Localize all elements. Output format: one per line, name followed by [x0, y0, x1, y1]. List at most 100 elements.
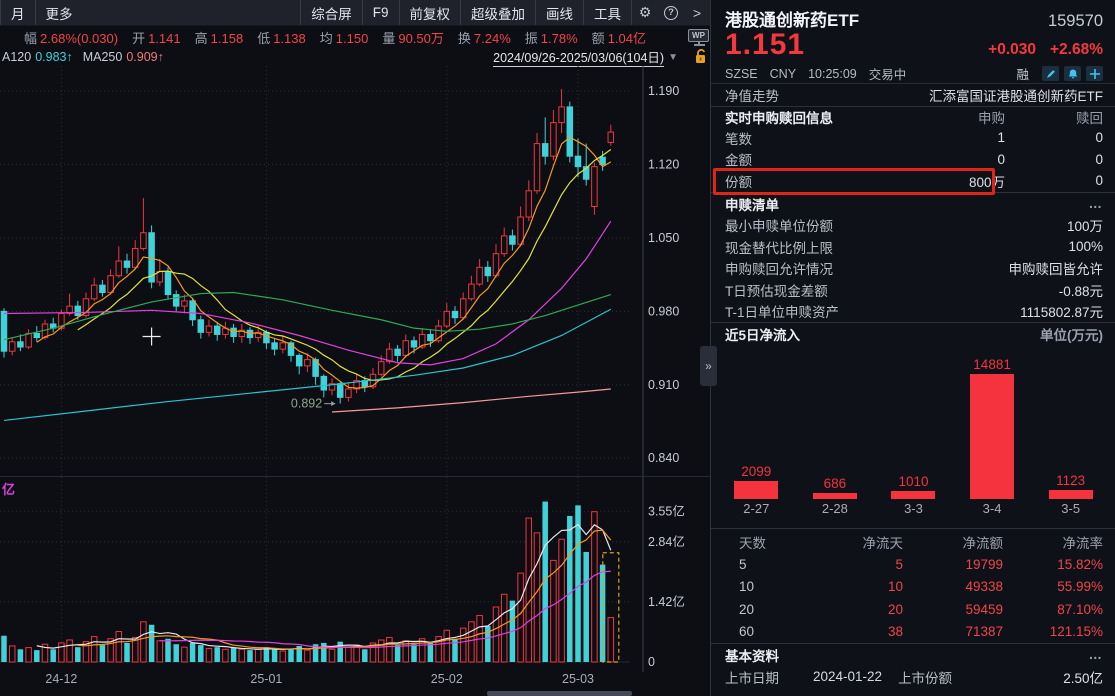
- volume-bar: [34, 650, 40, 662]
- redemption-label: T日预估现金差额: [725, 283, 828, 299]
- volume-tick-label: 1.42亿: [648, 594, 685, 609]
- alert-bell-icon[interactable]: [1064, 66, 1081, 81]
- last-price: 1.151: [725, 28, 806, 61]
- list-shares-value: 2.50亿: [1063, 670, 1103, 686]
- table-row-1: 10 10 49338 55.99%: [711, 576, 1115, 598]
- toolbar-button-0[interactable]: 综合屏: [300, 0, 362, 25]
- volume-bar: [50, 649, 56, 662]
- volume-bar: [8, 645, 16, 663]
- candle-body: [254, 331, 262, 339]
- panel-expander-toggle[interactable]: »: [700, 346, 717, 386]
- col-subscribe: 申购: [978, 110, 1005, 126]
- trading-status: 交易中: [868, 68, 907, 82]
- candlestick-chart[interactable]: 1.190 1.120 1.050 0.980 0.910 0.840 0.892: [0, 66, 710, 476]
- volume-bar: [386, 636, 393, 663]
- realtime-row-1: 金额 0 0: [711, 149, 1115, 171]
- nav-trend-row[interactable]: 净值走势 汇添富国证港股通创新药ETF: [711, 84, 1115, 106]
- info-label: 额: [591, 30, 605, 46]
- candle-body: [574, 155, 582, 168]
- volume-bar: [485, 626, 491, 662]
- candle-body: [140, 232, 147, 249]
- table-header-cell: 净流率: [1062, 536, 1104, 552]
- volume-bar: [279, 650, 287, 663]
- toolbar-tab-0[interactable]: 月: [0, 0, 35, 25]
- help-icon[interactable]: ?: [658, 0, 684, 25]
- realtime-row-0: 笔数 1 0: [711, 127, 1115, 149]
- info-value: 1.150: [335, 30, 369, 46]
- volume-bar: [500, 593, 508, 663]
- realtime-rows: 笔数 1 0 金额 0 0 份额 800万 0: [711, 127, 1115, 192]
- candle-body: [205, 325, 213, 333]
- volume-bar: [124, 642, 130, 662]
- chevron-right-icon[interactable]: >: [692, 4, 702, 21]
- candle-body: [25, 332, 32, 348]
- candle-body: [99, 284, 106, 293]
- net-inflow-chart[interactable]: 2099 686 1010 14881 1123 2-27 2-28 3-3 3-4 3-5: [711, 345, 1115, 528]
- volume-bar: [443, 629, 451, 663]
- volume-bar: [452, 638, 458, 662]
- table-cell: 19799: [965, 557, 1003, 573]
- period-tabs: 月更多: [0, 0, 83, 25]
- candle-body: [558, 106, 565, 124]
- candle-body: [82, 298, 90, 317]
- ma250-label: MA250: [82, 50, 123, 64]
- flow-title: 近5日净流入: [725, 328, 801, 343]
- volume-chart[interactable]: 3.55亿 2.84亿 1.42亿 0: [0, 477, 710, 672]
- more-ellipsis-button[interactable]: …: [1088, 196, 1103, 211]
- settings-gear-icon[interactable]: ⚙: [638, 4, 652, 20]
- candle-body: [459, 298, 467, 319]
- candle-body: [230, 327, 237, 338]
- price-tick-label: 0.910: [648, 378, 679, 392]
- volume-bar: [107, 638, 114, 663]
- redemption-value: 申购赎回皆允许: [1008, 262, 1104, 278]
- edit-pencil-icon[interactable]: [1042, 66, 1059, 81]
- toolbar-button-2[interactable]: 前复权: [398, 0, 461, 25]
- chart-area: 月更多 综合屏 F9 前复权 超级叠加 画线 工具 ⚙ ? > 幅 2.68%(0.030)…: [0, 0, 710, 696]
- change-abs: +0.030: [988, 41, 1036, 58]
- table-cell: 60: [739, 624, 755, 640]
- candle-body: [90, 284, 98, 300]
- volume-ma-5: [36, 523, 612, 650]
- chevron-down-icon[interactable]: ▼: [668, 51, 678, 63]
- volume-bar: [99, 645, 106, 662]
- redemption-value: 100万: [1066, 219, 1103, 235]
- date-range-control[interactable]: 2024/09/26-2025/03/06(104日): [493, 47, 665, 67]
- share-highlight-box: [713, 168, 995, 195]
- price-tick-label: 1.190: [648, 84, 679, 98]
- candle-body: [66, 305, 73, 314]
- volume-bar: [575, 505, 581, 662]
- ma-indicator-row: A120 0.983↑ MA250 0.909↑ 2024/09/26-2025…: [0, 47, 710, 67]
- table-cell: 20: [739, 601, 755, 617]
- candle-body: [484, 266, 492, 277]
- info-label: 均: [319, 30, 333, 46]
- info-value: 1.138: [273, 30, 306, 46]
- redemption-row-2: 申购赎回允许情况 申购赎回皆允许: [711, 258, 1115, 280]
- toolbar-button-4[interactable]: 画线: [535, 0, 583, 25]
- volume-tick-label: 3.55亿: [648, 504, 685, 519]
- price-tick-label: 0.840: [648, 451, 679, 465]
- toolbar-button-5[interactable]: 工具: [583, 0, 632, 25]
- add-plus-icon[interactable]: [1086, 66, 1103, 81]
- rt-row-label: 份额: [725, 174, 752, 190]
- toolbar-tab-1[interactable]: 更多: [34, 0, 83, 25]
- wp-monitor-icon[interactable]: WP: [688, 29, 710, 49]
- toolbar-button-3[interactable]: 超级叠加: [460, 0, 535, 25]
- toolbar-spacer: [83, 0, 301, 25]
- redemption-rows: 最小申赎单位份额 100万 现金替代比例上限 100% 申购赎回允许情况 申购赎回皆允许 T…: [711, 215, 1115, 323]
- help-question-glyph: ?: [664, 5, 678, 20]
- horizontal-scrollbar[interactable]: [487, 691, 632, 696]
- basic-more-ellipsis-button[interactable]: …: [1088, 647, 1103, 663]
- info-value: 1.78%: [540, 30, 578, 46]
- price-tick-label: 0.980: [648, 304, 679, 318]
- volume-bar: [25, 647, 32, 663]
- table-row-2: 20 20 59459 87.10%: [711, 598, 1115, 620]
- info-item-1: 开 1.141: [132, 28, 181, 47]
- toolbar-button-1[interactable]: F9: [361, 0, 399, 25]
- redemption-value: 1115802.87元: [1020, 305, 1103, 321]
- realtime-header: 实时申购赎回信息 申购 赎回: [711, 105, 1115, 128]
- flow-date-label: 2-28: [821, 501, 848, 516]
- volume-unit-partial-label: 亿: [2, 482, 16, 497]
- list-date-label: 上市日期: [725, 670, 779, 686]
- unlocked-lock-icon[interactable]: [694, 48, 709, 64]
- candle-body: [410, 340, 418, 348]
